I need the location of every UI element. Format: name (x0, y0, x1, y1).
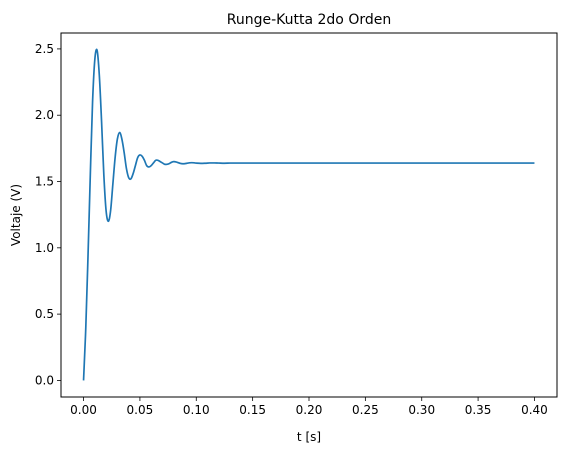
x-tick-label: 0.40 (521, 403, 548, 417)
y-tick-label: 1.0 (35, 241, 54, 255)
x-tick-label: 0.00 (70, 403, 97, 417)
x-tick-label: 0.25 (352, 403, 379, 417)
x-tick-label: 0.10 (183, 403, 210, 417)
y-axis-label: Voltaje (V) (9, 184, 23, 246)
y-tick-label: 2.5 (35, 42, 54, 56)
y-tick-label: 0.5 (35, 307, 54, 321)
y-tick-label: 0.0 (35, 373, 54, 387)
x-tick-label: 0.20 (296, 403, 323, 417)
y-tick-label: 1.5 (35, 175, 54, 189)
x-tick-label: 0.30 (408, 403, 435, 417)
y-tick-label: 2.0 (35, 108, 54, 122)
x-tick-label: 0.15 (239, 403, 266, 417)
x-axis: 0.00 0.05 0.10 0.15 0.20 0.25 0.30 0.35 0.40 (70, 397, 548, 417)
y-axis: 0.0 0.5 1.0 1.5 2.0 2.5 (35, 42, 61, 387)
chart-title: Runge-Kutta 2do Orden (227, 12, 391, 28)
x-axis-label: t [s] (297, 430, 321, 444)
series-line (82, 48, 535, 381)
x-tick-label: 0.35 (465, 403, 492, 417)
x-tick-label: 0.05 (127, 403, 154, 417)
